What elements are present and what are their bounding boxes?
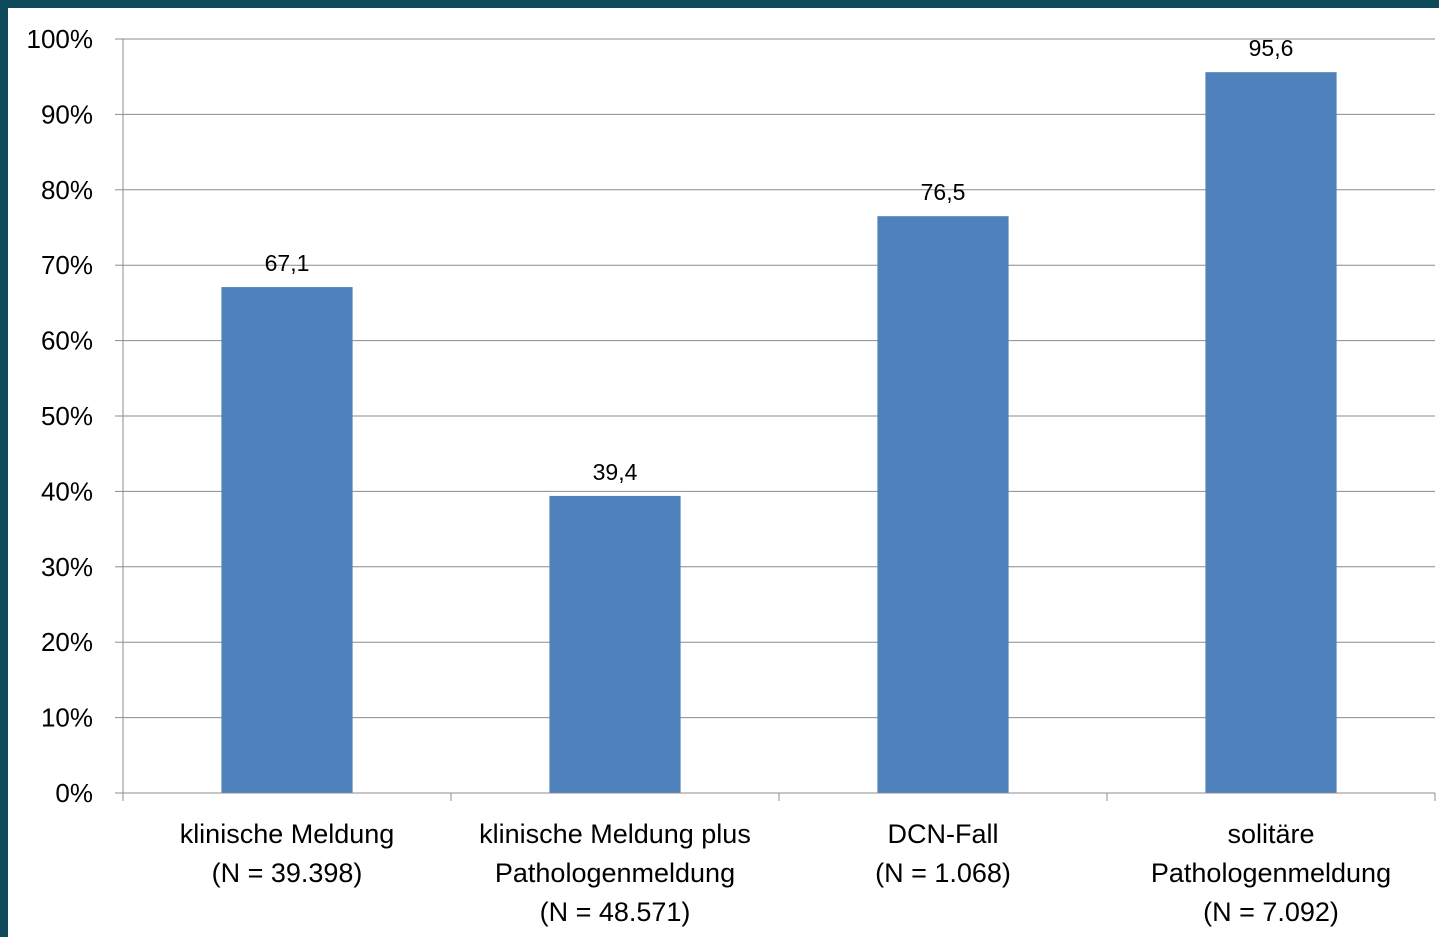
category-label: klinische Meldung plus [479, 819, 751, 849]
y-tick-label: 90% [41, 99, 93, 129]
category-label: (N = 48.571) [540, 897, 691, 927]
category-label: klinische Meldung [180, 819, 395, 849]
y-tick-label: 0% [55, 778, 93, 808]
bar [221, 287, 352, 793]
bars [221, 72, 1336, 793]
y-tick-label: 40% [41, 476, 93, 506]
category-label: (N = 7.092) [1203, 897, 1339, 927]
category-label: (N = 39.398) [212, 858, 363, 888]
data-label: 67,1 [265, 250, 310, 276]
category-label: Pathologenmeldung [495, 858, 735, 888]
y-tick-label: 100% [27, 24, 94, 54]
category-label: DCN-Fall [888, 819, 999, 849]
y-tick-label: 50% [41, 401, 93, 431]
bar [877, 216, 1008, 793]
data-labels: 67,1 39,4 76,5 95,6 [265, 35, 1294, 485]
data-label: 76,5 [921, 179, 966, 205]
y-tick-label: 60% [41, 326, 93, 356]
bar [1205, 72, 1336, 793]
chart-frame: 0% 10% 20% 30% 40% 50% 60% 70% 80% 90% 100% 67,1 39… [8, 8, 1439, 937]
category-label: solitäre [1227, 819, 1314, 849]
y-tick-label: 80% [41, 175, 93, 205]
bar-chart: 0% 10% 20% 30% 40% 50% 60% 70% 80% 90% 100% 67,1 39… [8, 8, 1439, 937]
bar [549, 496, 680, 793]
category-labels: klinische Meldung (N = 39.398) klinische M… [180, 819, 1391, 927]
category-label: Pathologenmeldung [1151, 858, 1391, 888]
y-tick-label: 10% [41, 703, 93, 733]
data-label: 95,6 [1249, 35, 1294, 61]
y-axis-ticks: 0% 10% 20% 30% 40% 50% 60% 70% 80% 90% 100% [27, 24, 124, 808]
y-tick-label: 30% [41, 552, 93, 582]
y-tick-label: 20% [41, 627, 93, 657]
y-tick-label: 70% [41, 250, 93, 280]
data-label: 39,4 [593, 459, 638, 485]
category-label: (N = 1.068) [875, 858, 1011, 888]
